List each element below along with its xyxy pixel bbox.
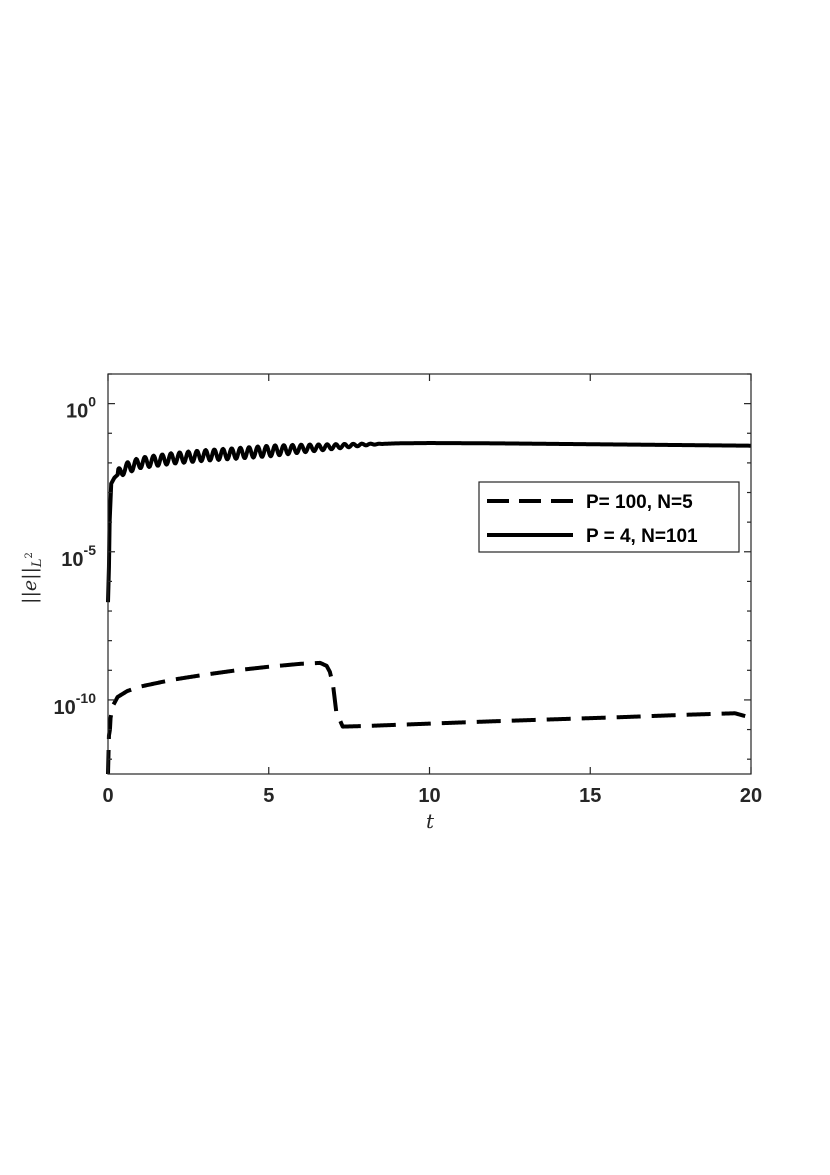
legend: P= 100, N=5 P = 4, N=101: [478, 481, 740, 553]
x-tick-label-3: 15: [579, 785, 601, 807]
svg-text:||e||L2: ||e||L2: [19, 552, 45, 604]
series-1-line: [106, 660, 753, 775]
y-axis-norm: ||e||: [19, 567, 41, 604]
y-tick-label-1: 10-5: [61, 542, 96, 571]
x-tick-label-2: 10: [418, 785, 440, 807]
x-tick-label-1: 5: [263, 785, 274, 807]
labels-layer: 0 5 10 15 20 100 10-5 10-10: [54, 394, 763, 807]
y-axis-sub: L: [30, 558, 45, 568]
legend-label-series-2: P = 4, N=101: [586, 526, 698, 547]
series-layer: [106, 441, 753, 775]
legend-label-series-1: P= 100, N=5: [586, 492, 693, 513]
y-axis-sup: 2: [24, 552, 35, 558]
legend-box: [478, 481, 740, 553]
y-tick-label-2: 10-10: [54, 690, 97, 719]
ticks-layer: [107, 373, 752, 774]
y-tick-label-0: 100: [66, 394, 96, 423]
y-axis-title: ||e||L2: [19, 552, 45, 604]
x-axis-title: t: [426, 809, 435, 833]
x-tick-label-4: 20: [740, 785, 762, 807]
series-2-line: [106, 441, 753, 603]
x-tick-label-0: 0: [102, 785, 113, 807]
plot-area: [108, 374, 751, 774]
